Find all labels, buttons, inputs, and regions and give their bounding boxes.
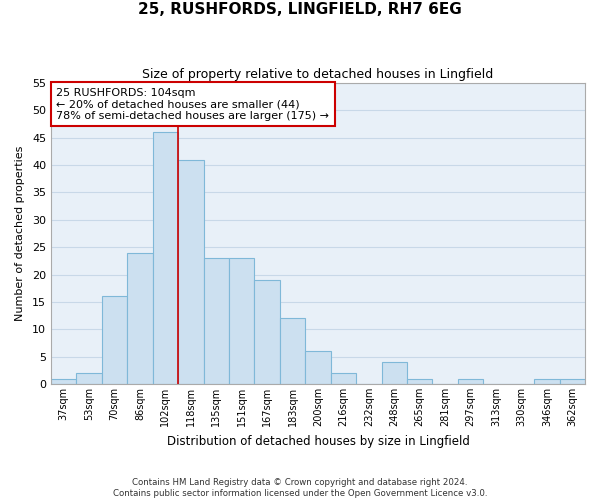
Bar (152, 132, 178, 384)
Bar (382, 362, 407, 384)
Bar (51, 378, 76, 384)
Bar (407, 378, 433, 384)
Bar (203, 258, 229, 384)
Bar (229, 258, 254, 384)
Title: Size of property relative to detached houses in Lingfield: Size of property relative to detached ho… (142, 68, 494, 80)
Bar (280, 318, 305, 384)
Bar (331, 373, 356, 384)
Text: 25 RUSHFORDS: 104sqm
← 20% of detached houses are smaller (44)
78% of semi-detac: 25 RUSHFORDS: 104sqm ← 20% of detached h… (56, 88, 329, 121)
Y-axis label: Number of detached properties: Number of detached properties (15, 146, 25, 321)
Bar (178, 160, 203, 384)
Bar (534, 378, 560, 384)
X-axis label: Distribution of detached houses by size in Lingfield: Distribution of detached houses by size … (167, 434, 469, 448)
Bar (560, 378, 585, 384)
Text: 25, RUSHFORDS, LINGFIELD, RH7 6EG: 25, RUSHFORDS, LINGFIELD, RH7 6EG (138, 2, 462, 18)
Bar (254, 280, 280, 384)
Bar (102, 296, 127, 384)
Bar (305, 351, 331, 384)
Bar (458, 378, 483, 384)
Bar (127, 252, 152, 384)
Bar (76, 373, 102, 384)
Text: Contains HM Land Registry data © Crown copyright and database right 2024.
Contai: Contains HM Land Registry data © Crown c… (113, 478, 487, 498)
